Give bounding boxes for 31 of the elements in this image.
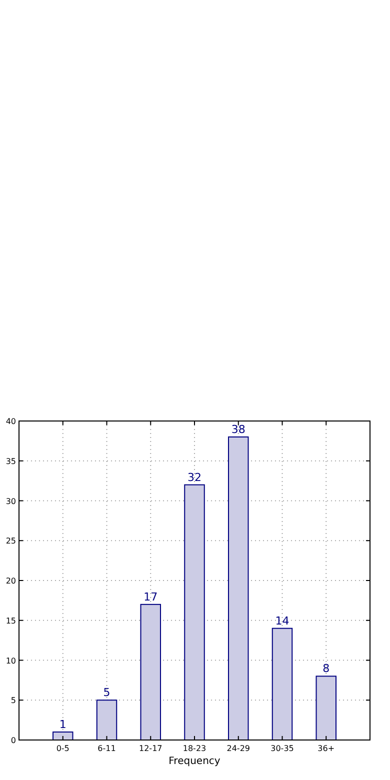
y-tick-label: 25 [6,536,16,546]
y-tick-label: 30 [6,496,16,506]
data-label: 1 [59,718,66,732]
bar [140,604,161,740]
bar [228,436,249,740]
y-tick-label: 15 [6,616,16,626]
bar [96,700,118,740]
bar [316,676,336,740]
x-tick-label: 12-17 [139,744,162,753]
y-tick-label: 0 [10,736,16,745]
x-tick-label: 30-35 [270,744,294,753]
x-tick-label: 18-23 [182,744,206,753]
x-tick-label: 0-5 [56,744,70,753]
data-label: 38 [231,422,246,436]
data-label: 14 [275,614,290,628]
data-label: 17 [144,590,158,604]
y-tick-label: 20 [6,576,16,586]
bar [184,484,205,740]
data-label: 32 [188,470,202,484]
y-tick-label: 5 [10,696,16,706]
bar [272,628,293,740]
x-tick-label: 24-29 [226,744,250,753]
y-tick-label: 35 [6,456,16,466]
data-label: 5 [103,686,110,700]
data-label: 8 [322,662,330,676]
x-axis-title: Frequency [168,756,220,767]
y-tick-label: 10 [6,656,16,666]
x-tick-label: 6-11 [98,744,116,753]
bar [52,732,74,740]
x-tick-label: 36+ [318,744,335,753]
y-tick-label: 40 [6,417,16,426]
